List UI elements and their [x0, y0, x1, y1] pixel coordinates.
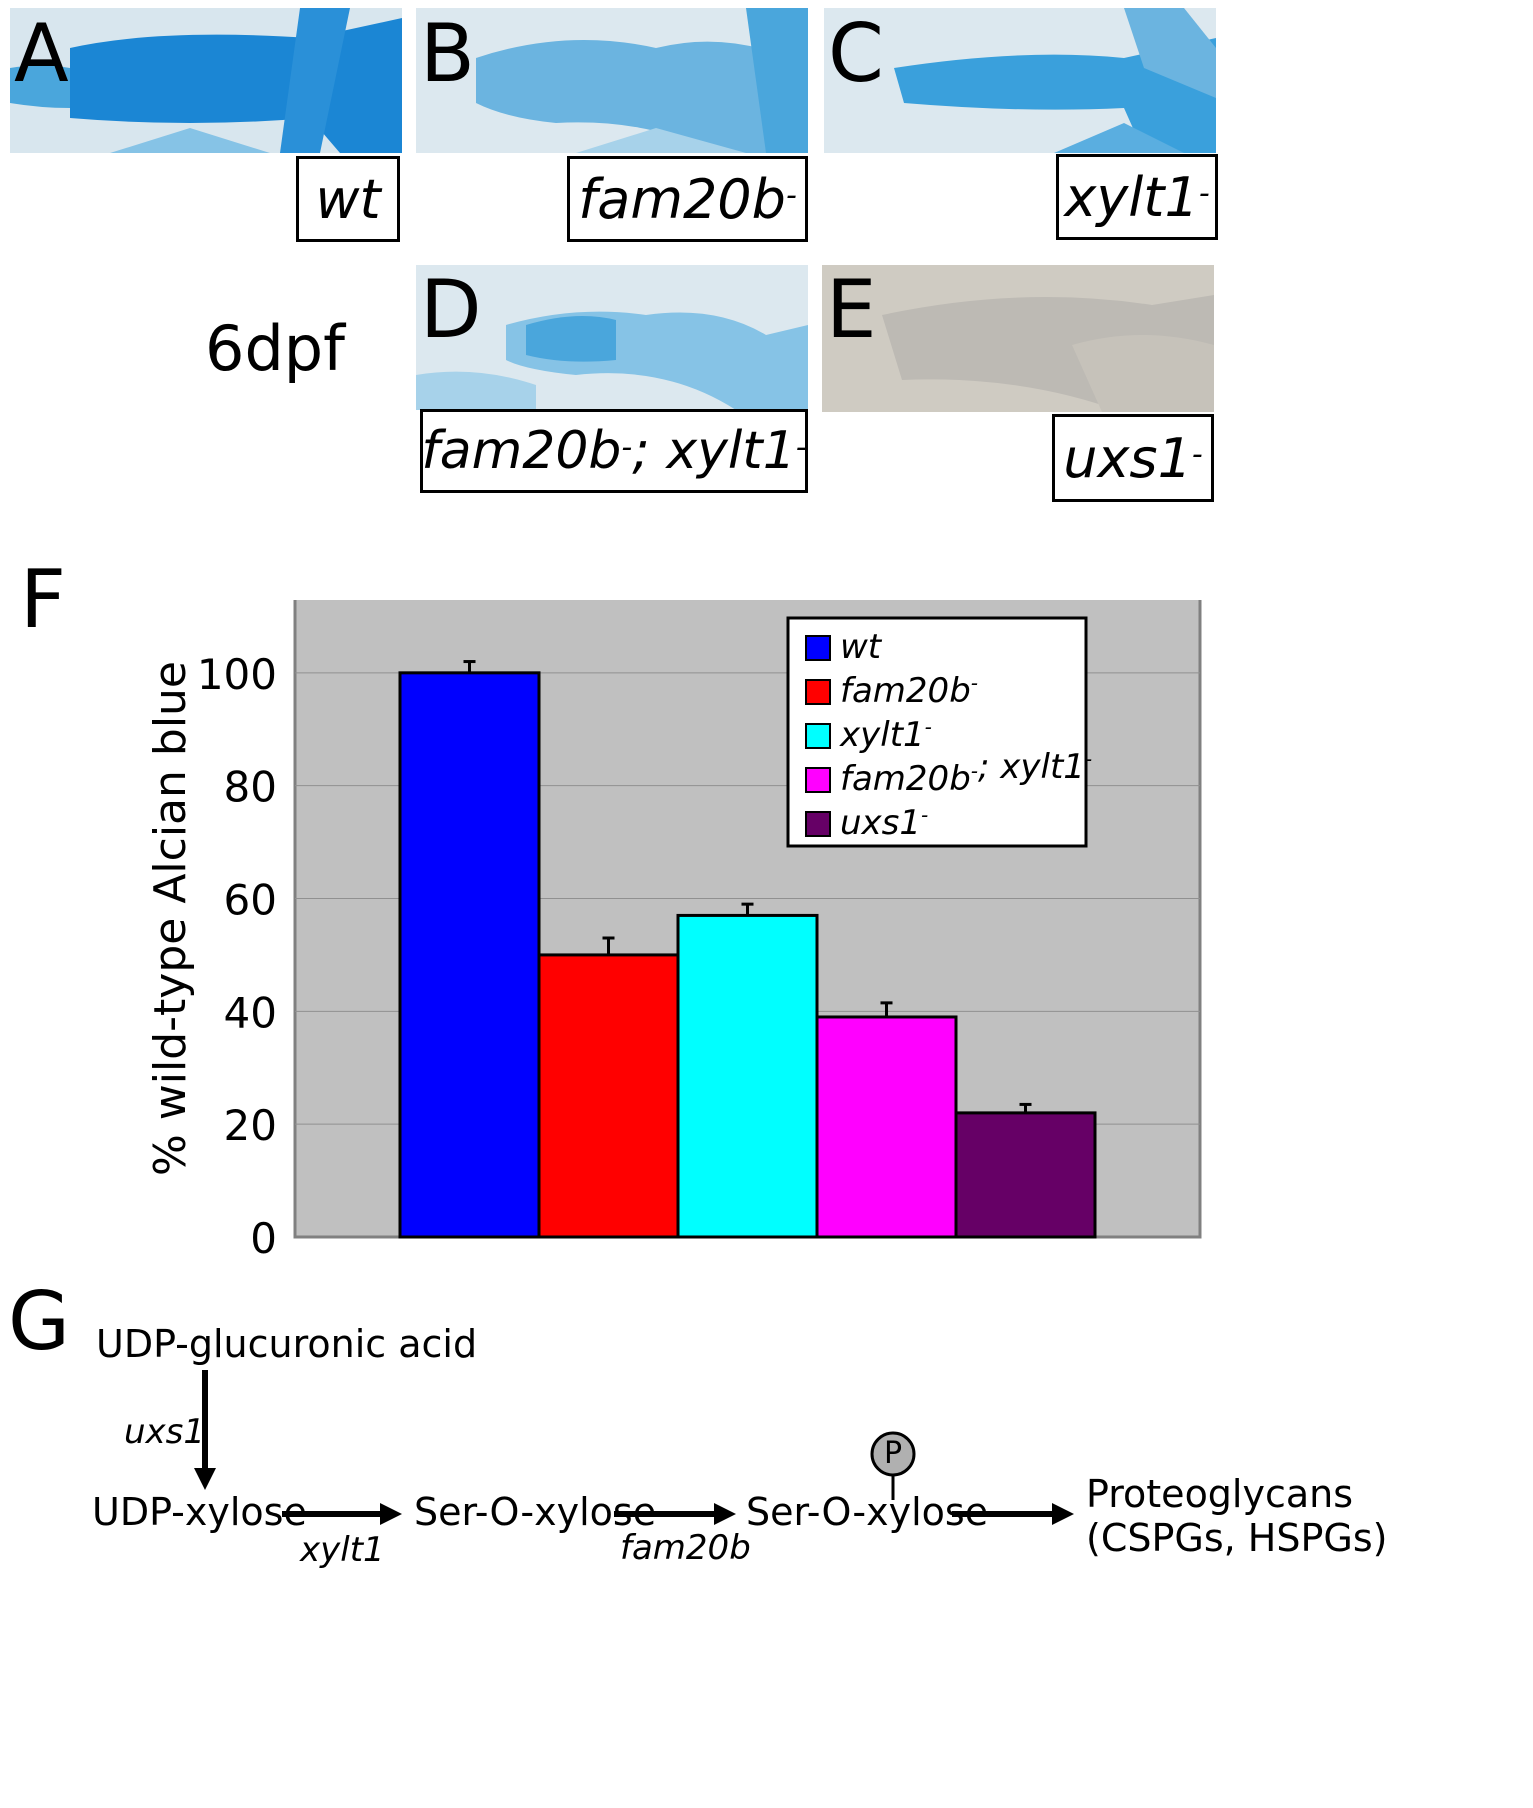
enzyme-xylt1: xylt1: [300, 1530, 385, 1570]
panel-f-letter: F: [20, 553, 67, 646]
legend-box: [786, 616, 1088, 848]
bar-2: [676, 913, 819, 1239]
legend-label-1: fam20b-: [840, 671, 978, 711]
panel-b-letter: B: [420, 7, 475, 100]
bar-0: [398, 671, 541, 1239]
phosphate-label: P: [883, 1436, 903, 1471]
micrograph-e: [822, 265, 1214, 412]
micrograph-c: [824, 8, 1216, 153]
arrow-down-icon: [194, 1370, 216, 1490]
genotype-b-sup: -: [785, 177, 797, 213]
genotype-d-sup-b: -: [795, 429, 807, 465]
y-tick-label: 60: [224, 876, 277, 925]
legend-sep-3: ;: [978, 747, 1000, 787]
legend-text-2-sup: -: [925, 715, 932, 739]
genotype-d-text-b: xylt1: [666, 421, 796, 481]
genotype-d-sep: ;: [632, 421, 667, 481]
genotype-e-text: uxs1: [1063, 426, 1192, 490]
genotype-b-text: fam20b: [578, 167, 786, 231]
stage-label: 6dpf: [205, 312, 345, 385]
bar-3: [815, 1015, 958, 1239]
proteoglycan-types: (CSPGs, HSPGs): [1086, 1516, 1388, 1560]
y-tick-label: 0: [250, 1214, 277, 1263]
micrograph-a: [10, 8, 402, 153]
legend-swatch-4: [805, 811, 831, 837]
genotype-label-d: fam20b -; xylt1-: [420, 409, 808, 493]
arrow-right-icon: [614, 1503, 736, 1525]
enzyme-uxs1: uxs1: [124, 1412, 206, 1452]
legend-swatch-0: [805, 635, 831, 661]
bar-1: [537, 953, 680, 1239]
legend-text-3-a: fam20b: [840, 759, 971, 799]
panel-c-letter: C: [828, 7, 884, 100]
genotype-a-text: wt: [315, 167, 381, 231]
genotype-d-sup-a: -: [621, 429, 633, 465]
panel-d-letter: D: [420, 263, 482, 356]
bar-4: [954, 1111, 1097, 1239]
micrograph-b: [416, 8, 808, 153]
genotype-e-sup: -: [1191, 436, 1203, 472]
genotype-c-sup: -: [1198, 175, 1210, 211]
legend-text-4-sup: -: [921, 803, 928, 827]
legend-text-0: wt: [840, 627, 883, 667]
legend-swatch-3: [805, 767, 831, 793]
arrow-right-icon: [952, 1503, 1074, 1525]
legend-swatch-2: [805, 723, 831, 749]
legend-label-2: xylt1-: [839, 715, 932, 755]
y-tick-label: 40: [224, 988, 277, 1037]
legend-text-2: xylt1: [839, 715, 925, 755]
panel-e-letter: E: [826, 263, 877, 356]
genotype-c-text: xylt1: [1064, 165, 1199, 229]
legend-text-3-a-sup: -: [971, 759, 978, 783]
genotype-label-a: wt: [296, 156, 400, 242]
legend-label-3: fam20b-; xylt1-: [840, 747, 1092, 799]
genotype-label-b: fam20b -: [567, 156, 808, 242]
udp-glucuronic-acid: UDP-glucuronic acid: [96, 1322, 478, 1366]
panel-a-letter: A: [14, 7, 69, 100]
proteoglycans: Proteoglycans: [1086, 1472, 1354, 1516]
y-tick-label: 80: [224, 763, 277, 812]
y-axis-label: % wild-type Alcian blue: [145, 661, 196, 1176]
legend-text-3-b: xylt1: [999, 747, 1085, 787]
legend-label-0: wt: [840, 627, 883, 667]
legend-text-1: fam20b: [840, 671, 971, 711]
enzyme-fam20b: fam20b: [620, 1528, 751, 1568]
genotype-d-text-a: fam20b: [421, 421, 622, 481]
legend-label-4: uxs1-: [840, 803, 928, 843]
legend-text-4: uxs1: [840, 803, 921, 843]
legend-swatch-1: [805, 679, 831, 705]
panel-g-letter: G: [8, 1275, 70, 1368]
udp-xylose: UDP-xylose: [92, 1490, 307, 1534]
legend-text-1-sup: -: [971, 671, 978, 695]
arrow-right-icon: [282, 1503, 402, 1525]
micrograph-d: [416, 265, 808, 410]
genotype-label-e: uxs1-: [1052, 414, 1214, 502]
phosphate-group-icon: [870, 1431, 916, 1500]
y-tick-label: 100: [197, 650, 277, 699]
ser-o-xylose-2: Ser-O-xylose: [746, 1490, 989, 1534]
y-tick-label: 20: [224, 1101, 277, 1150]
legend-text-3-b-sup: -: [1085, 747, 1092, 771]
genotype-label-c: xylt1-: [1056, 154, 1218, 240]
